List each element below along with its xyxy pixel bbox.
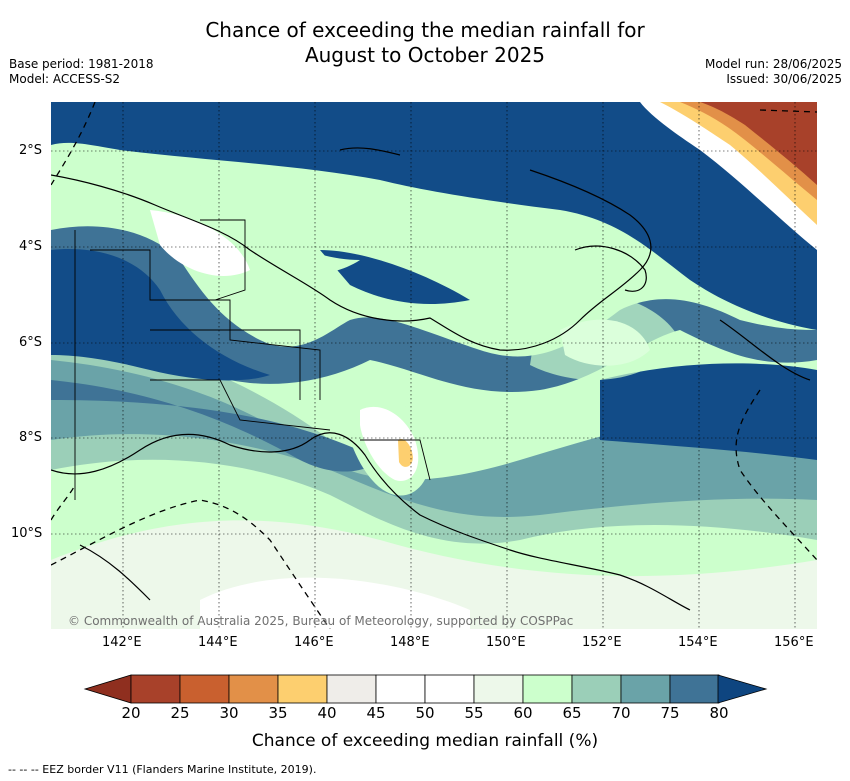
map-field (51, 102, 817, 629)
lat-label-2s: 2°S (19, 143, 43, 158)
colorbar-tick-label: 55 (464, 704, 484, 722)
colorbar-tick-label: 70 (611, 704, 631, 722)
lat-label-6s: 6°S (19, 335, 43, 350)
colorbar-box (326, 674, 377, 704)
coastlines (51, 147, 811, 611)
zone-80-north (51, 102, 817, 330)
zone-80-west (51, 249, 270, 381)
lat-label-10s: 10°S (11, 526, 43, 541)
lon-label-148e: 148°E (390, 635, 430, 650)
colorbar-box (179, 674, 230, 704)
zone-80-center (320, 250, 470, 305)
border-line (90, 249, 321, 400)
zone-35-40-center (398, 439, 413, 467)
eez-line (759, 109, 817, 113)
lon-label-144e: 144°E (198, 635, 238, 650)
zone-60-65-east (530, 292, 680, 380)
lat-label-4s: 4°S (19, 239, 43, 254)
province-borders (74, 219, 431, 500)
border-line (360, 439, 431, 481)
lon-label-152e: 152°E (582, 635, 622, 650)
colorbar-title: Chance of exceeding median rainfall (%) (251, 731, 599, 751)
lon-label-156e: 156°E (774, 635, 814, 650)
eez-line (51, 499, 331, 629)
lon-label-142e: 142°E (102, 635, 142, 650)
colorbar-box (424, 674, 475, 704)
colorbar-tick-label: 50 (415, 704, 435, 722)
base-period: Base period: 1981-2018 (9, 57, 154, 71)
title-line-1: Chance of exceeding the median rainfall … (205, 18, 645, 42)
colorbar-box (277, 674, 328, 704)
eez-line (51, 484, 76, 521)
zone-20-25-ne (700, 102, 817, 185)
manus-island (339, 147, 401, 156)
colorbar-tick-label: 75 (660, 704, 680, 722)
lat-label-8s: 8°S (19, 430, 43, 445)
issued-date: Issued: 30/06/2025 (726, 72, 842, 86)
model-info: Base period: 1981-2018 Model: ACCESS-S2 (9, 57, 154, 87)
lon-label-146e: 146°E (294, 635, 334, 650)
colorbar-tick-label: 30 (219, 704, 239, 722)
zone-70-75 (51, 360, 817, 517)
colorbar-tick-label: 45 (366, 704, 386, 722)
colorbar-tick-label: 60 (513, 704, 533, 722)
title-line-2: August to October 2025 (304, 43, 546, 67)
zone-60-65-north (51, 170, 360, 276)
colorbar-box (571, 674, 622, 704)
colorbar-box (228, 674, 279, 704)
eez-footnote: -- -- -- EEZ border V11 (Flanders Marine… (8, 763, 317, 776)
colorbar-tick-label: 20 (121, 704, 141, 722)
colorbar-box (522, 674, 573, 704)
colorbar-box (620, 674, 671, 704)
colorbar-boxes (130, 674, 720, 704)
new-guinea-south-coast (51, 432, 691, 611)
colorbar-extend-low (83, 674, 132, 704)
zone-50-55 (200, 577, 470, 629)
new-britain (574, 245, 647, 292)
colorbar-box (130, 674, 181, 704)
colorbar-box (375, 674, 426, 704)
border-line (150, 379, 331, 431)
copyright-notice: © Commonwealth of Australia 2025, Bureau… (68, 614, 574, 628)
eez-line (735, 389, 817, 561)
colorbar-box (669, 674, 720, 704)
colorbar-tick-label: 80 (709, 704, 729, 722)
lon-label-150e: 150°E (486, 635, 526, 650)
colorbar-extend-high (717, 674, 768, 704)
colorbar-tick-label: 40 (317, 704, 337, 722)
zone-45-50-north (150, 210, 250, 276)
colorbar-box (473, 674, 524, 704)
colorbar-tick-label: 35 (268, 704, 288, 722)
border-line (150, 329, 301, 400)
new-guinea-north-coast (51, 169, 652, 351)
lon-label-154e: 154°E (678, 635, 718, 650)
border-line (200, 219, 246, 301)
model-name: Model: ACCESS-S2 (9, 72, 121, 86)
cape-york (79, 544, 151, 601)
eez-borders (51, 102, 817, 629)
colorbar-tick-label: 65 (562, 704, 582, 722)
map-title: Chance of exceeding the median rainfall … (0, 18, 850, 68)
colorbar-tick-label: 25 (170, 704, 190, 722)
colorbar (83, 674, 768, 704)
model-run-date: Model run: 28/06/2025 (704, 57, 842, 71)
bougainville (719, 319, 811, 381)
eez-line (51, 102, 96, 186)
zone-75-80-south (51, 380, 380, 472)
zone-80-east (600, 363, 817, 460)
run-info: Model run: 28/06/2025 Issued: 30/06/2025 (705, 57, 842, 87)
